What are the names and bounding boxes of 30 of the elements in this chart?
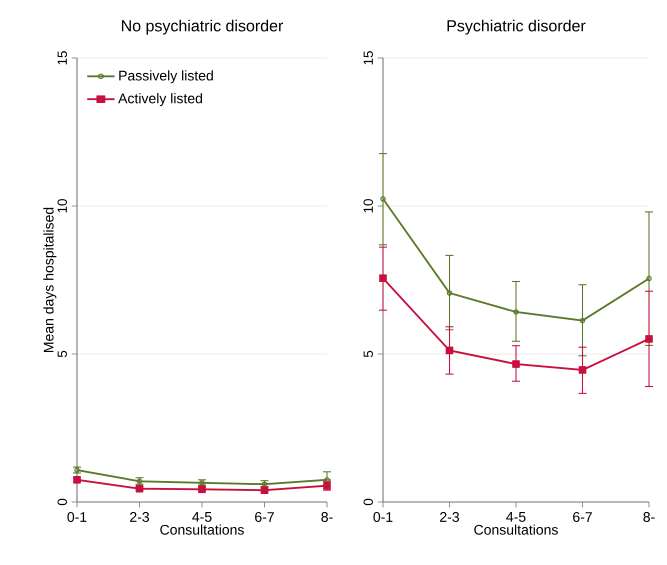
x-tick-label: 4-5 bbox=[506, 512, 526, 522]
x-tick-label: 2-3 bbox=[440, 512, 460, 522]
x-tick-label: 4-5 bbox=[192, 512, 212, 522]
y-tick-label: 10 bbox=[58, 199, 67, 212]
x-tick-label: 8- bbox=[643, 512, 655, 522]
legend-label: Passively listed bbox=[119, 70, 213, 84]
chart-title: No psychiatric disorder bbox=[122, 20, 284, 35]
point bbox=[645, 335, 653, 343]
point bbox=[578, 366, 586, 374]
x-tick-label: 0-1 bbox=[373, 512, 392, 522]
y-tick-label: 15 bbox=[58, 51, 67, 64]
y-tick-label: 0 bbox=[58, 498, 67, 506]
point bbox=[446, 346, 454, 354]
x-tick-label: 6-7 bbox=[255, 512, 274, 522]
legend-label: Actively listed bbox=[118, 93, 202, 106]
x-tick-label: 2-3 bbox=[130, 512, 150, 522]
x-tick-label: 6-7 bbox=[573, 512, 592, 522]
x-tick-label: 8- bbox=[321, 512, 333, 522]
y-axis-title: Mean days hospitalised bbox=[43, 208, 56, 352]
chart-title: Psychiatric disorder bbox=[448, 20, 586, 35]
y-tick-label: 15 bbox=[364, 51, 373, 64]
y-tick-label: 5 bbox=[364, 350, 373, 358]
y-tick-label: 5 bbox=[58, 350, 67, 358]
y-tick-label: 10 bbox=[364, 199, 373, 212]
x-axis-title: Consultations bbox=[160, 524, 244, 535]
x-tick-label: 0-1 bbox=[67, 512, 86, 522]
y-tick-label: 0 bbox=[364, 498, 373, 506]
point bbox=[379, 274, 387, 282]
x-axis-title: Consultations bbox=[474, 524, 558, 535]
point bbox=[512, 360, 520, 368]
